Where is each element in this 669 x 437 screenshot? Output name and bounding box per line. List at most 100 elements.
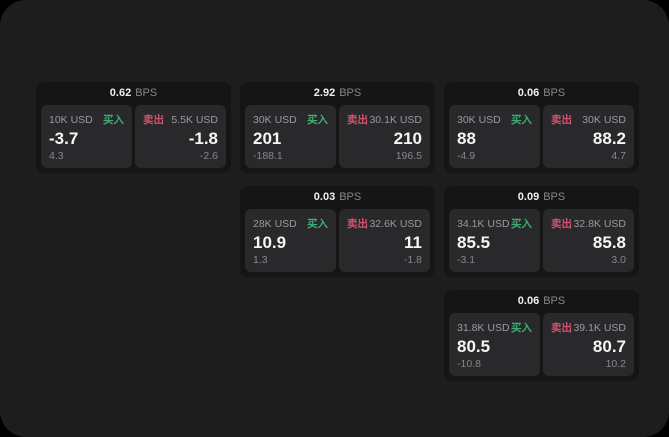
buy-price: 80.5 xyxy=(457,337,491,356)
card-header: 0.62 BPS xyxy=(41,82,226,105)
quote-card[interactable]: 0.03 BPS 28K USD 买入 10.9 1.3 卖出 32.6K US… xyxy=(240,186,435,277)
sell-tile-top: 卖出 32.6K USD xyxy=(347,216,422,231)
sell-tile[interactable]: 卖出 39.1K USD 80.7 10.2 xyxy=(543,313,634,376)
bps-spread-value: 0.62 xyxy=(109,87,132,99)
bps-spread-value: 0.06 xyxy=(517,295,540,307)
buy-label: 买入 xyxy=(511,218,532,230)
card-header: 2.92 BPS xyxy=(245,82,430,105)
buy-price: 85.5 xyxy=(457,233,491,252)
sell-size: 30K USD xyxy=(582,113,626,126)
sell-delta: -2.6 xyxy=(199,150,218,162)
bps-unit-label: BPS xyxy=(543,295,566,307)
quote-card[interactable]: 0.06 BPS 31.8K USD 买入 80.5 -10.8 卖出 39.1… xyxy=(444,290,639,381)
bps-unit-label: BPS xyxy=(339,87,362,99)
sell-label: 卖出 xyxy=(347,114,368,126)
sell-delta: 4.7 xyxy=(611,150,626,162)
buy-size: 34.1K USD xyxy=(457,217,510,230)
quote-card[interactable]: 2.92 BPS 30K USD 买入 201 -188.1 卖出 30.1K … xyxy=(240,82,435,173)
bps-unit-label: BPS xyxy=(543,87,566,99)
card-header: 0.03 BPS xyxy=(245,186,430,209)
sell-label: 卖出 xyxy=(347,218,368,230)
sell-tile[interactable]: 卖出 5.5K USD -1.8 -2.6 xyxy=(135,105,226,168)
sell-tile-top: 卖出 39.1K USD xyxy=(551,320,626,335)
buy-label: 买入 xyxy=(103,114,124,126)
bps-spread-value: 0.09 xyxy=(517,191,540,203)
buy-delta: 1.3 xyxy=(253,254,268,266)
sell-tile-top: 卖出 32.8K USD xyxy=(551,216,626,231)
buy-delta: 4.3 xyxy=(49,150,64,162)
sell-label: 卖出 xyxy=(551,218,572,230)
buy-tile-top: 31.8K USD 买入 xyxy=(457,320,532,335)
buy-price: -3.7 xyxy=(49,129,79,148)
buy-tile[interactable]: 10K USD 买入 -3.7 4.3 xyxy=(41,105,132,168)
buy-price: 201 xyxy=(253,129,282,148)
buy-tile[interactable]: 34.1K USD 买入 85.5 -3.1 xyxy=(449,209,540,272)
buy-label: 买入 xyxy=(307,218,328,230)
sell-label: 卖出 xyxy=(551,322,572,334)
sell-price: 88.2 xyxy=(592,129,626,148)
buy-label: 买入 xyxy=(511,322,532,334)
bps-spread-value: 0.06 xyxy=(517,87,540,99)
sell-tile[interactable]: 卖出 30.1K USD 210 196.5 xyxy=(339,105,430,168)
buy-label: 买入 xyxy=(511,114,532,126)
sell-tile[interactable]: 卖出 32.6K USD 11 -1.8 xyxy=(339,209,430,272)
sell-price: -1.8 xyxy=(188,129,218,148)
sell-tile[interactable]: 卖出 32.8K USD 85.8 3.0 xyxy=(543,209,634,272)
sell-price: 85.8 xyxy=(592,233,626,252)
sell-delta: -1.8 xyxy=(403,254,422,266)
buy-size: 30K USD xyxy=(457,113,501,126)
bps-spread-value: 2.92 xyxy=(313,87,336,99)
sell-size: 32.6K USD xyxy=(369,217,422,230)
buy-tile-top: 28K USD 买入 xyxy=(253,216,328,231)
tile-row: 30K USD 买入 88 -4.9 卖出 30K USD 88.2 4.7 xyxy=(449,105,634,168)
sell-size: 5.5K USD xyxy=(171,113,218,126)
sell-tile[interactable]: 卖出 30K USD 88.2 4.7 xyxy=(543,105,634,168)
quote-card[interactable]: 0.62 BPS 10K USD 买入 -3.7 4.3 卖出 5.5K USD… xyxy=(36,82,231,173)
card-header: 0.06 BPS xyxy=(449,82,634,105)
sell-tile-top: 卖出 30.1K USD xyxy=(347,112,422,127)
sell-delta: 10.2 xyxy=(605,358,626,370)
sell-price: 210 xyxy=(393,129,422,148)
tile-row: 34.1K USD 买入 85.5 -3.1 卖出 32.8K USD 85.8… xyxy=(449,209,634,272)
buy-delta: -3.1 xyxy=(457,254,476,266)
buy-size: 30K USD xyxy=(253,113,297,126)
buy-tile-top: 34.1K USD 买入 xyxy=(457,216,532,231)
bps-unit-label: BPS xyxy=(543,191,566,203)
buy-delta: -10.8 xyxy=(457,358,481,370)
buy-tile[interactable]: 28K USD 买入 10.9 1.3 xyxy=(245,209,336,272)
buy-tile-top: 30K USD 买入 xyxy=(457,112,532,127)
buy-price: 88 xyxy=(457,129,476,148)
buy-size: 31.8K USD xyxy=(457,321,510,334)
quote-card[interactable]: 0.09 BPS 34.1K USD 买入 85.5 -3.1 卖出 32.8K… xyxy=(444,186,639,277)
card-header: 0.06 BPS xyxy=(449,290,634,313)
buy-size: 28K USD xyxy=(253,217,297,230)
quote-card-grid: 0.62 BPS 10K USD 买入 -3.7 4.3 卖出 5.5K USD… xyxy=(36,82,639,381)
sell-label: 卖出 xyxy=(143,114,164,126)
buy-size: 10K USD xyxy=(49,113,93,126)
card-header: 0.09 BPS xyxy=(449,186,634,209)
sell-size: 30.1K USD xyxy=(369,113,422,126)
buy-tile[interactable]: 31.8K USD 买入 80.5 -10.8 xyxy=(449,313,540,376)
buy-tile[interactable]: 30K USD 买入 201 -188.1 xyxy=(245,105,336,168)
tile-row: 30K USD 买入 201 -188.1 卖出 30.1K USD 210 1… xyxy=(245,105,430,168)
buy-tile[interactable]: 30K USD 买入 88 -4.9 xyxy=(449,105,540,168)
sell-price: 11 xyxy=(404,233,422,252)
sell-delta: 3.0 xyxy=(611,254,626,266)
tile-row: 31.8K USD 买入 80.5 -10.8 卖出 39.1K USD 80.… xyxy=(449,313,634,376)
sell-tile-top: 卖出 5.5K USD xyxy=(143,112,218,127)
sell-label: 卖出 xyxy=(551,114,572,126)
buy-label: 买入 xyxy=(307,114,328,126)
sell-size: 39.1K USD xyxy=(573,321,626,334)
quote-card[interactable]: 0.06 BPS 30K USD 买入 88 -4.9 卖出 30K USD 8… xyxy=(444,82,639,173)
sell-price: 80.7 xyxy=(592,337,626,356)
bps-unit-label: BPS xyxy=(339,191,362,203)
tile-row: 28K USD 买入 10.9 1.3 卖出 32.6K USD 11 -1.8 xyxy=(245,209,430,272)
tile-row: 10K USD 买入 -3.7 4.3 卖出 5.5K USD -1.8 -2.… xyxy=(41,105,226,168)
sell-delta: 196.5 xyxy=(395,150,422,162)
buy-tile-top: 30K USD 买入 xyxy=(253,112,328,127)
buy-delta: -188.1 xyxy=(253,150,283,162)
sell-tile-top: 卖出 30K USD xyxy=(551,112,626,127)
bps-spread-value: 0.03 xyxy=(313,191,336,203)
